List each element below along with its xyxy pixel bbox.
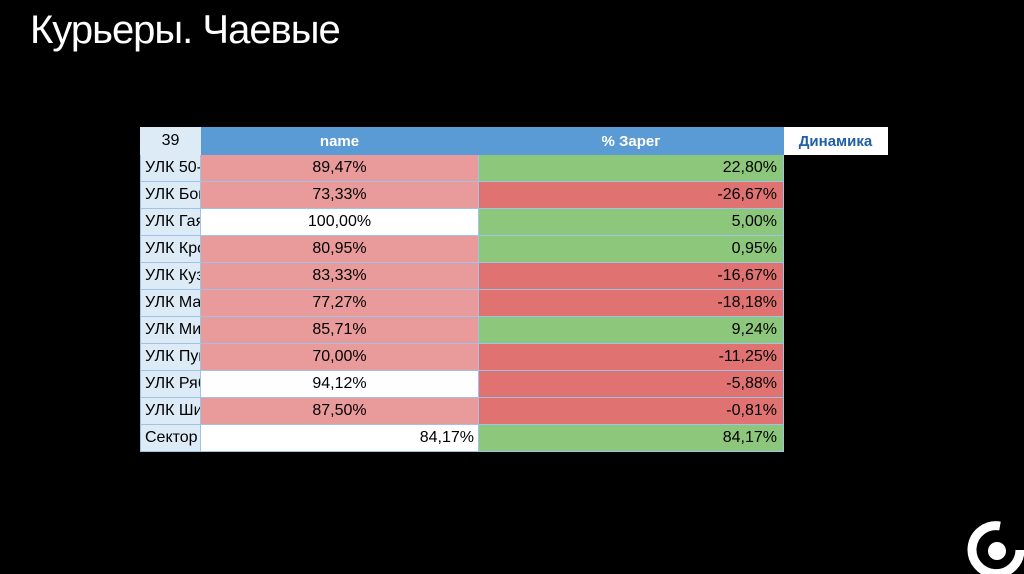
row-dynamics: 0,95% (478, 235, 784, 263)
row-dynamics: -11,25% (478, 343, 784, 371)
row-name: УЛК Марата 45 (140, 289, 201, 317)
row-pct: 85,71% (200, 316, 479, 344)
table-row: УЛК Шигаева 17А 87,50% -0,81% (140, 397, 888, 425)
table-row: УЛК Кролюницкого 17 80,95% 0,95% (140, 235, 888, 263)
row-pct: 70,00% (200, 343, 479, 371)
row-name: УЛК 50-лет ВЛКСМ пр-кт 7 (140, 154, 201, 182)
column-header-pct: % Зарег (478, 127, 784, 155)
table-row: УЛК Гая пр-кт 43 100,00% 5,00% (140, 208, 888, 236)
row-name: УЛК Пушкарева 60 (140, 343, 201, 371)
row-name: УЛК Рябикова 90 (140, 370, 201, 398)
row-dynamics: -16,67% (478, 262, 784, 290)
row-pct: 100,00% (200, 208, 479, 236)
page-title: Курьеры. Чаевые (30, 8, 341, 52)
table-row: УЛК Рябикова 90 94,12% -5,88% (140, 370, 888, 398)
table-header-row: 39 name % Зарег Динамика (140, 127, 888, 155)
tips-table: 39 name % Зарег Динамика УЛК 50-лет ВЛКС… (140, 127, 888, 452)
row-dynamics: -26,67% (478, 181, 784, 209)
row-pct: 73,33% (200, 181, 479, 209)
table-row-total: Сектор 84,17% 84,17% (140, 424, 888, 452)
row-name: УЛК Кузоватовская 11Б (140, 262, 201, 290)
group-cell: 39 (140, 127, 201, 155)
tips-table-container: 39 name % Зарег Динамика УЛК 50-лет ВЛКС… (140, 127, 888, 452)
column-header-dynamics: Динамика (783, 127, 888, 155)
table-row: УЛК Минаева 22 85,71% 9,24% (140, 316, 888, 344)
table-row: УЛК 50-лет ВЛКСМ пр-кт 7 89,47% 22,80% (140, 154, 888, 182)
table-row: УЛК Пушкарева 60 70,00% -11,25% (140, 343, 888, 371)
row-dynamics: 84,17% (478, 424, 784, 452)
table-row: УЛК Богдана Хмельницкого 20к1 73,33% -26… (140, 181, 888, 209)
row-name: УЛК Кролюницкого 17 (140, 235, 201, 263)
row-dynamics: 5,00% (478, 208, 784, 236)
row-dynamics: -0,81% (478, 397, 784, 425)
row-pct: 80,95% (200, 235, 479, 263)
row-name: УЛК Гая пр-кт 43 (140, 208, 201, 236)
row-dynamics: -18,18% (478, 289, 784, 317)
row-pct: 77,27% (200, 289, 479, 317)
row-dynamics: -5,88% (478, 370, 784, 398)
row-name: УЛК Шигаева 17А (140, 397, 201, 425)
row-name: УЛК Минаева 22 (140, 316, 201, 344)
row-pct: 89,47% (200, 154, 479, 182)
table-row: УЛК Кузоватовская 11Б 83,33% -16,67% (140, 262, 888, 290)
table-row: УЛК Марата 45 77,27% -18,18% (140, 289, 888, 317)
row-pct: 94,12% (200, 370, 479, 398)
brand-logo-icon (967, 521, 1024, 574)
row-pct: 87,50% (200, 397, 479, 425)
row-dynamics: 9,24% (478, 316, 784, 344)
row-name: УЛК Богдана Хмельницкого 20к1 (140, 181, 201, 209)
column-header-name: name (200, 127, 479, 155)
row-dynamics: 22,80% (478, 154, 784, 182)
row-name: Сектор (140, 424, 201, 452)
row-pct: 84,17% (200, 424, 479, 452)
row-pct: 83,33% (200, 262, 479, 290)
